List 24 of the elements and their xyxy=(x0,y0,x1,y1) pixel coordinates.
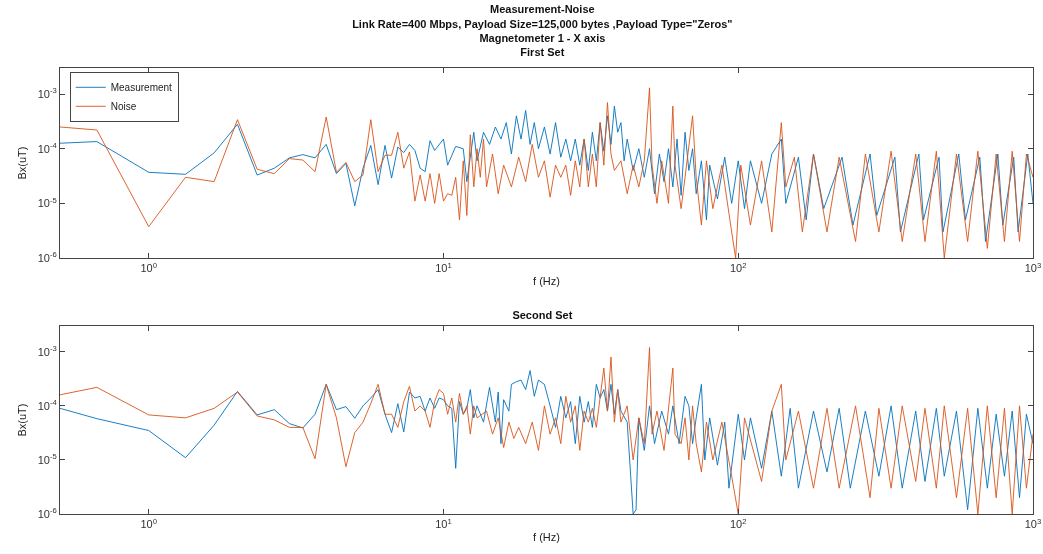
x-tick-label: 10$^{0}$ xyxy=(140,260,157,275)
x-tick-label: 10$^{2}$ xyxy=(729,260,747,275)
x-axis-title: f (Hz) xyxy=(533,275,560,288)
chart-title: Measurement-Noise Link Rate=400 Mbps, Payload Size=125,000 bytes ,Payload Type="Zeros" Magnetometer 1 - X axis First Set xyxy=(352,3,733,59)
y-axis-title: Bx(uT) xyxy=(16,146,29,180)
y-tick-label: 10$^{-6}$ xyxy=(37,250,57,264)
x-tick-label: 10$^{0}$ xyxy=(140,516,157,531)
x-tick-label: 10$^{3}$ xyxy=(1024,260,1042,275)
x-axis-title: f (Hz) xyxy=(533,531,560,544)
y-tick-label: 10$^{-4}$ xyxy=(37,140,58,155)
y-tick-label: 10$^{-3}$ xyxy=(37,344,57,358)
y-tick-label: 10$^{-5}$ xyxy=(37,195,57,210)
x-tick-label: 10$^{3}$ xyxy=(1024,516,1042,531)
x-tick-label: 10$^{1}$ xyxy=(435,260,452,275)
chart-title: Second Set xyxy=(512,308,573,321)
legend-label: Noise xyxy=(110,101,137,113)
y-tick-label: 10$^{-6}$ xyxy=(37,506,57,520)
legend-label: Measurement xyxy=(110,82,173,94)
y-tick-label: 10$^{-4}$ xyxy=(37,398,58,412)
x-tick-label: 10$^{1}$ xyxy=(435,516,452,531)
x-tick-label: 10$^{2}$ xyxy=(729,516,747,531)
y-tick-label: 10$^{-3}$ xyxy=(37,86,57,100)
y-axis-title: Bx(uT) xyxy=(16,403,29,437)
y-tick-label: 10$^{-5}$ xyxy=(37,452,57,466)
